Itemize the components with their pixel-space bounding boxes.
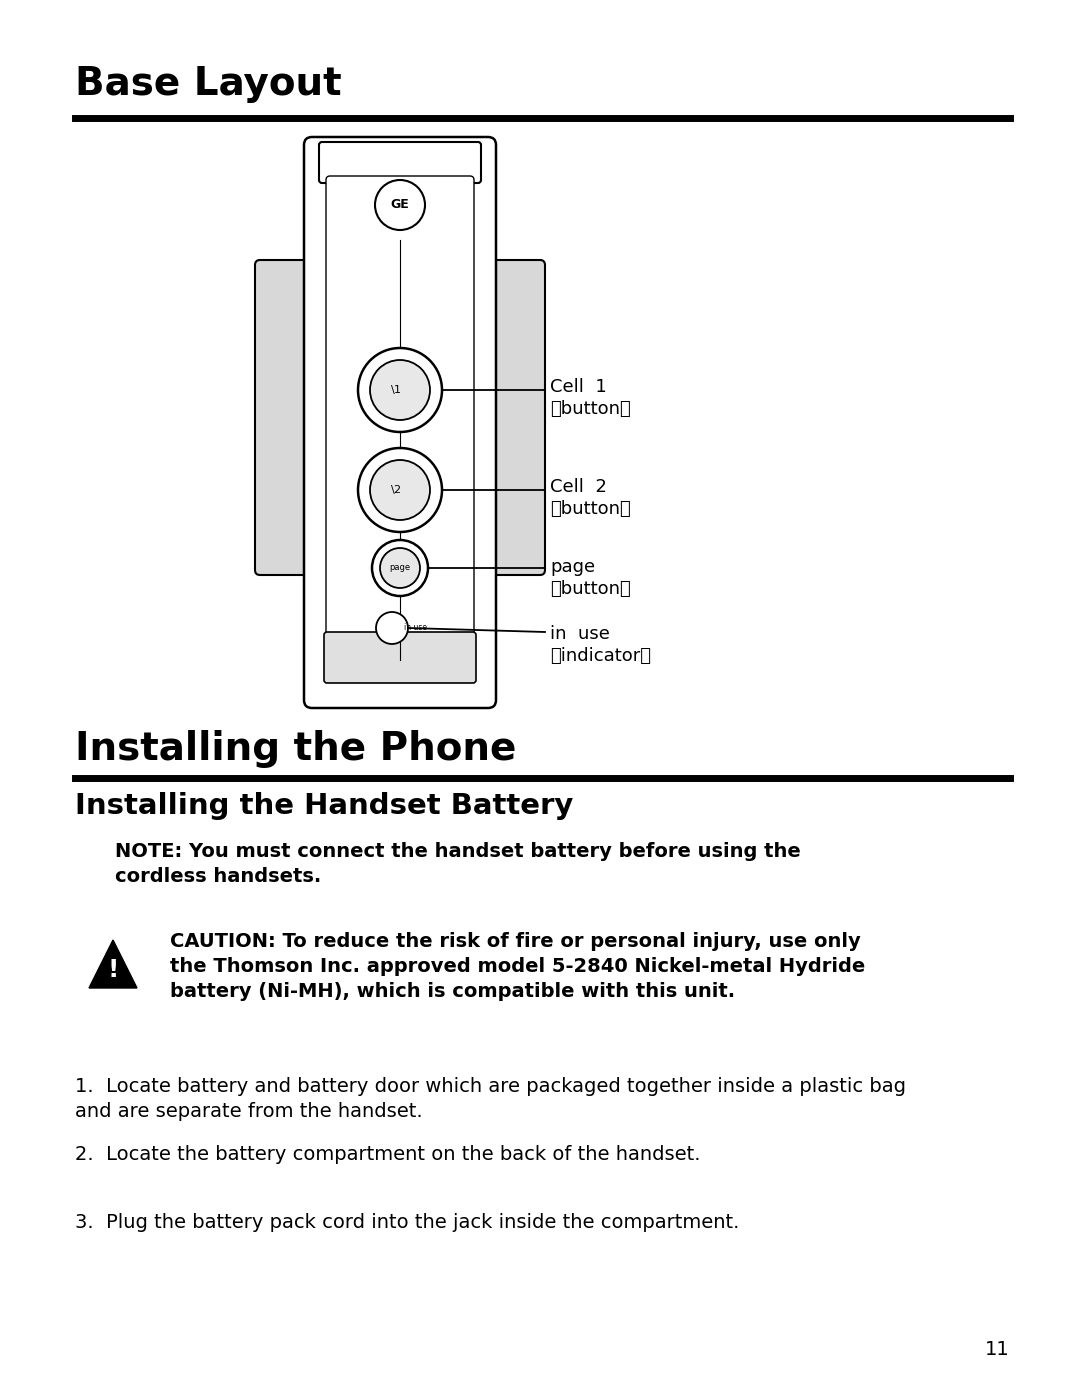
- FancyBboxPatch shape: [324, 632, 476, 683]
- Text: Installing the Handset Battery: Installing the Handset Battery: [75, 791, 573, 820]
- Circle shape: [372, 540, 428, 596]
- Text: page
（button）: page （button）: [550, 558, 631, 598]
- Text: Base Layout: Base Layout: [75, 65, 341, 103]
- FancyBboxPatch shape: [319, 142, 481, 183]
- Text: Cell  1
（button）: Cell 1 （button）: [550, 378, 631, 418]
- FancyBboxPatch shape: [326, 176, 474, 669]
- Text: in  use
（indicator）: in use （indicator）: [550, 625, 651, 665]
- Circle shape: [380, 548, 420, 588]
- Text: !: !: [107, 958, 119, 982]
- Text: 11: 11: [985, 1340, 1010, 1359]
- FancyBboxPatch shape: [303, 137, 496, 708]
- Text: 3.  Plug the battery pack cord into the jack inside the compartment.: 3. Plug the battery pack cord into the j…: [75, 1213, 740, 1232]
- Text: Cell  2
（button）: Cell 2 （button）: [550, 478, 631, 518]
- Circle shape: [376, 611, 408, 644]
- Text: $\backslash$2: $\backslash$2: [390, 484, 402, 496]
- Text: 1.  Locate battery and battery door which are packaged together inside a plastic: 1. Locate battery and battery door which…: [75, 1077, 906, 1121]
- Text: in use: in use: [404, 624, 427, 632]
- Text: NOTE: You must connect the handset battery before using the
cordless handsets.: NOTE: You must connect the handset batte…: [114, 842, 800, 886]
- Text: GE: GE: [391, 198, 409, 212]
- Circle shape: [357, 348, 442, 431]
- Circle shape: [370, 360, 430, 420]
- FancyBboxPatch shape: [473, 260, 545, 574]
- FancyBboxPatch shape: [255, 260, 327, 574]
- Text: page: page: [390, 563, 410, 573]
- Circle shape: [357, 448, 442, 532]
- Text: CAUTION: To reduce the risk of fire or personal injury, use only
the Thomson Inc: CAUTION: To reduce the risk of fire or p…: [170, 932, 865, 1002]
- Text: 2.  Locate the battery compartment on the back of the handset.: 2. Locate the battery compartment on the…: [75, 1145, 701, 1164]
- Circle shape: [370, 460, 430, 519]
- Text: $\backslash$1: $\backslash$1: [390, 383, 402, 397]
- Polygon shape: [89, 940, 137, 988]
- Circle shape: [375, 180, 426, 229]
- Text: Installing the Phone: Installing the Phone: [75, 730, 516, 768]
